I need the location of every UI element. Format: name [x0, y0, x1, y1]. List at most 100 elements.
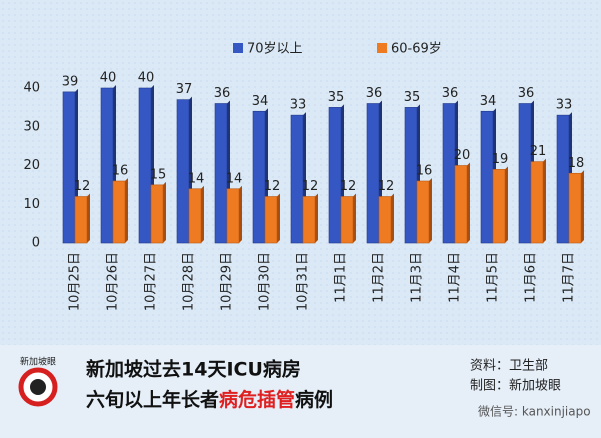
bar	[150, 184, 164, 244]
value-label: 19	[492, 152, 509, 167]
bar-side	[87, 193, 90, 243]
value-label: 14	[226, 171, 243, 186]
bar	[556, 114, 570, 244]
value-label: 35	[404, 90, 421, 105]
value-label: 40	[138, 71, 155, 86]
value-label: 12	[340, 179, 357, 194]
value-label: 33	[556, 98, 573, 113]
bar	[480, 110, 494, 244]
y-tick-label: 10	[23, 197, 40, 212]
subtitle: 六旬以上年长者病危插管病例	[86, 388, 333, 411]
title: 新加坡过去14天ICU病房	[86, 358, 301, 381]
bar	[416, 180, 430, 244]
bar-side	[277, 193, 280, 243]
x-tick-label: 10月29日	[220, 252, 235, 311]
logo-eye	[30, 379, 46, 395]
x-tick-label: 11月4日	[448, 252, 463, 303]
value-label: 16	[112, 164, 129, 179]
y-tick-label: 30	[23, 119, 40, 134]
value-label: 39	[62, 74, 79, 89]
bar	[188, 188, 202, 244]
bar	[366, 103, 380, 244]
footer-band	[0, 345, 601, 438]
value-label: 21	[530, 144, 547, 159]
y-tick-label: 0	[32, 236, 40, 251]
bar	[378, 196, 392, 244]
legend-label: 60-69岁	[391, 42, 442, 57]
bar-side	[353, 193, 356, 243]
value-label: 33	[290, 98, 307, 113]
bar-side	[505, 166, 508, 243]
subtitle-part: 六旬以上年长者	[86, 388, 219, 411]
bar	[442, 103, 456, 244]
bar	[518, 103, 532, 244]
bar	[62, 91, 76, 244]
bar	[302, 196, 316, 244]
value-label: 16	[416, 164, 433, 179]
value-label: 40	[100, 71, 117, 86]
x-tick-label: 11月5日	[486, 252, 501, 303]
legend-swatch	[233, 43, 243, 53]
bar-side	[163, 181, 166, 243]
source-note: 资料：卫生部	[470, 359, 548, 374]
x-tick-label: 10月28日	[182, 252, 197, 311]
bar	[264, 196, 278, 244]
x-tick-label: 10月26日	[106, 252, 121, 311]
bar-side	[125, 178, 128, 243]
bar-side	[391, 193, 394, 243]
value-label: 12	[302, 179, 319, 194]
bar	[74, 196, 88, 244]
value-label: 36	[214, 86, 231, 101]
bar-side	[315, 193, 318, 243]
value-label: 35	[328, 90, 345, 105]
value-label: 34	[252, 94, 269, 109]
x-tick-label: 10月25日	[68, 252, 83, 311]
x-tick-label: 11月7日	[562, 252, 577, 303]
value-label: 20	[454, 148, 471, 163]
value-label: 14	[188, 171, 205, 186]
x-tick-label: 10月31日	[296, 252, 311, 311]
bar-side	[581, 170, 584, 243]
bar-side	[239, 185, 242, 243]
bar	[328, 107, 342, 244]
bar	[454, 165, 468, 244]
bar	[214, 103, 228, 244]
value-label: 37	[176, 82, 193, 97]
bar	[138, 87, 152, 244]
x-tick-label: 11月6日	[524, 252, 539, 303]
x-tick-label: 10月27日	[144, 252, 159, 311]
bar-side	[201, 185, 204, 243]
watermark: 微信号: kanxinjiapo	[478, 405, 591, 419]
bar	[100, 87, 114, 244]
bar-side	[543, 158, 546, 243]
y-tick-label: 20	[23, 158, 40, 173]
bar	[568, 172, 582, 244]
value-label: 12	[264, 179, 281, 194]
value-label: 12	[74, 179, 91, 194]
x-tick-label: 11月1日	[334, 252, 349, 303]
value-label: 34	[480, 94, 497, 109]
value-label: 18	[568, 156, 585, 171]
value-label: 36	[518, 86, 535, 101]
bar	[176, 99, 190, 244]
value-label: 12	[378, 179, 395, 194]
subtitle-part: 病例	[295, 388, 333, 411]
credit-note: 制图：新加坡眼	[470, 378, 561, 394]
bar	[404, 107, 418, 244]
bar	[492, 169, 506, 244]
bar	[290, 114, 304, 244]
bar	[340, 196, 354, 244]
x-tick-label: 10月30日	[258, 252, 273, 311]
value-label: 36	[366, 86, 383, 101]
value-label: 36	[442, 86, 459, 101]
x-tick-label: 11月2日	[372, 252, 387, 303]
y-tick-label: 40	[23, 81, 40, 96]
x-tick-label: 11月3日	[410, 252, 425, 303]
legend-label: 70岁以上	[247, 42, 303, 57]
bar	[530, 161, 544, 244]
subtitle-highlight: 病危插管	[219, 388, 295, 411]
logo-text: 新加坡眼	[20, 356, 56, 368]
bar-side	[429, 178, 432, 243]
